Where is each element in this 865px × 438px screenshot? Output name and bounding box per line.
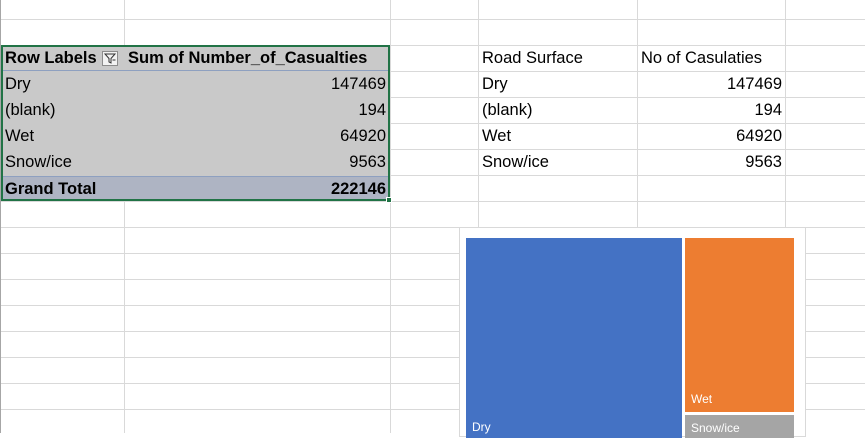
pivot-row-label[interactable]: Snow/ice — [5, 153, 72, 171]
selection-outline — [1, 45, 390, 201]
treemap-tile-dry[interactable]: Dry — [466, 238, 682, 438]
pivot-table-body — [2, 46, 390, 201]
pivot-row-label[interactable]: Wet — [5, 127, 35, 145]
pivot-header-row-labels[interactable]: Row Labels — [5, 49, 97, 67]
table-header-road-surface[interactable]: Road Surface — [482, 49, 583, 67]
table-row-label[interactable]: (blank) — [482, 101, 533, 119]
treemap-label-dry: Dry — [472, 420, 491, 434]
table-row-label[interactable]: Wet — [482, 127, 512, 145]
treemap-label-snow-ice: Snow/ice — [691, 421, 740, 435]
table-row-value[interactable]: 194 — [754, 101, 782, 119]
table-row-value[interactable]: 64920 — [736, 127, 782, 145]
pivot-row-value[interactable]: 64920 — [340, 127, 386, 145]
pivot-grand-total-label[interactable]: Grand Total — [5, 180, 97, 198]
table-row-value[interactable]: 147469 — [726, 75, 782, 93]
table-row-label[interactable]: Dry — [482, 75, 508, 93]
pivot-row-label[interactable]: (blank) — [5, 101, 56, 119]
table-row-label[interactable]: Snow/ice — [482, 153, 549, 171]
table-row-value[interactable]: 9563 — [745, 153, 782, 171]
filter-funnel-icon[interactable] — [102, 51, 118, 66]
pivot-grand-total-value[interactable]: 222146 — [330, 180, 386, 198]
pivot-row-label[interactable]: Dry — [5, 75, 31, 93]
pivot-row-value[interactable]: 9563 — [349, 153, 386, 171]
table-header-casualties[interactable]: No of Casulaties — [641, 49, 763, 67]
treemap-tile-snow-ice[interactable]: Snow/ice — [685, 415, 794, 438]
pivot-total-separator — [2, 176, 390, 177]
fill-handle[interactable] — [386, 197, 392, 203]
treemap-chart[interactable]: Dry Wet Snow/ice — [459, 227, 806, 438]
pivot-header-separator — [2, 70, 390, 71]
treemap-label-wet: Wet — [691, 392, 713, 406]
pivot-grand-total-band — [2, 177, 390, 201]
pivot-header-value[interactable]: Sum of Number_of_Casualties — [128, 49, 368, 67]
pivot-row-value[interactable]: 147469 — [330, 75, 386, 93]
pivot-row-value[interactable]: 194 — [358, 101, 386, 119]
treemap-tile-wet[interactable]: Wet — [685, 238, 794, 412]
